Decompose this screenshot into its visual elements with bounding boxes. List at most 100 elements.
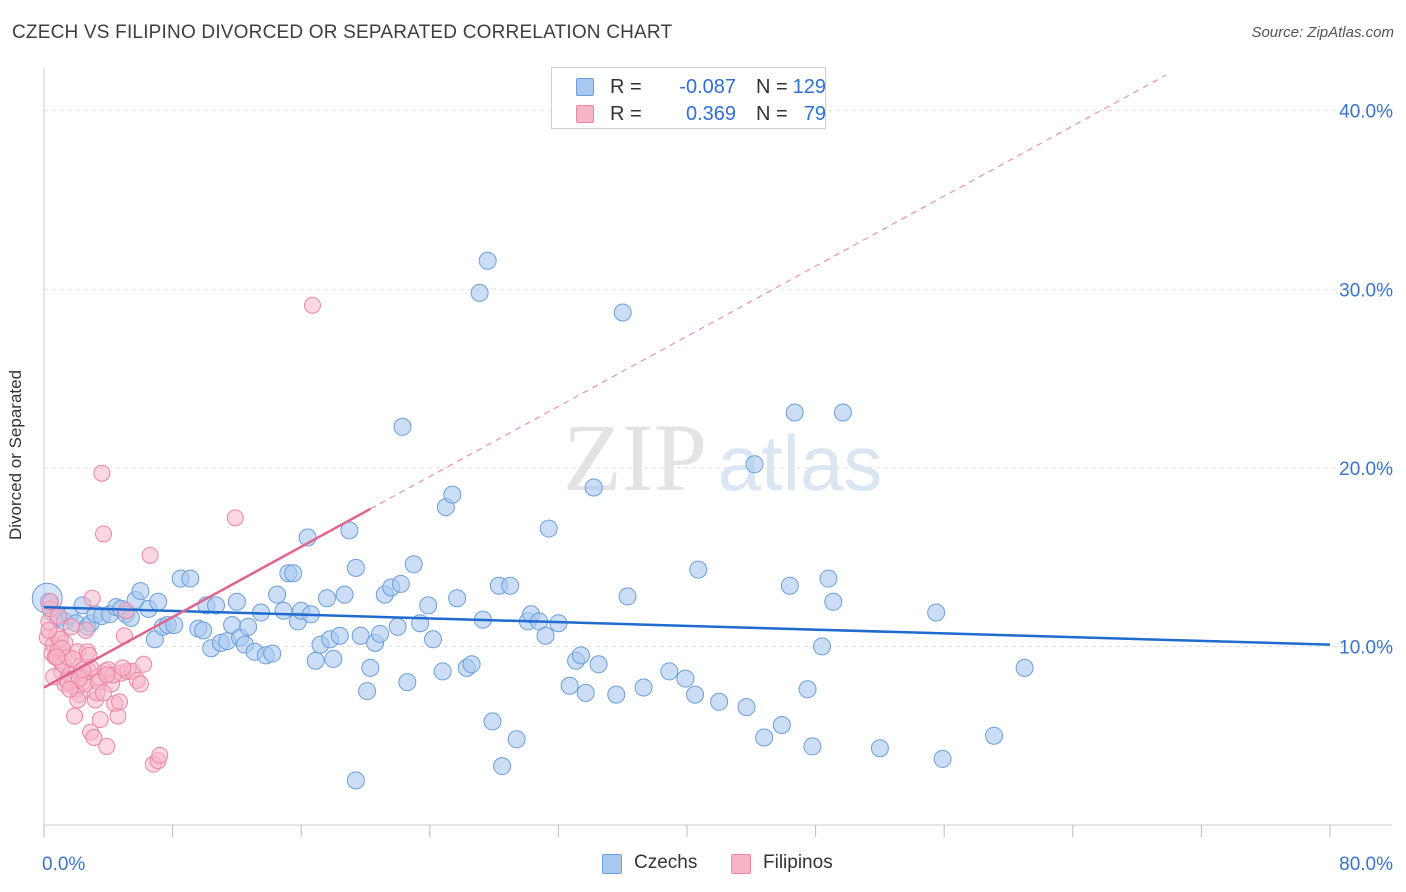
watermark-zip: ZIP: [563, 404, 707, 511]
filipino-point: [40, 621, 58, 639]
czech-point: [833, 403, 852, 422]
legend-r-label: R =: [610, 76, 642, 98]
czech-point: [263, 644, 282, 663]
czech-point: [358, 682, 377, 701]
y-tick-label: 40.0%: [1339, 102, 1393, 123]
y-tick-label: 10.0%: [1339, 637, 1393, 658]
chart-title: CZECH VS FILIPINO DIVORCED OR SEPARATED …: [12, 22, 673, 43]
czech-point: [803, 737, 822, 756]
czech-point: [388, 617, 407, 636]
czech-point: [284, 564, 303, 583]
filipino-point: [131, 675, 149, 693]
czech-point: [870, 739, 889, 758]
czech-point: [710, 692, 729, 711]
czech-point: [745, 455, 764, 474]
filipino-point: [94, 684, 112, 702]
filipino-point: [141, 546, 159, 564]
czech-point: [689, 560, 708, 579]
czech-point: [207, 596, 226, 615]
filipino-point: [303, 296, 321, 314]
czech-point: [536, 626, 555, 645]
czech-point: [239, 617, 258, 636]
czech-point: [370, 624, 389, 643]
filipino-point: [226, 509, 244, 527]
czech-point: [576, 683, 595, 702]
legend-n-value: 79: [803, 103, 826, 125]
legend-r-value: -0.087: [679, 76, 736, 98]
czech-point: [274, 601, 293, 620]
czech-point: [340, 521, 359, 540]
x-tick-label: 0.0%: [42, 854, 85, 875]
czech-swatch: [576, 78, 594, 96]
czech-point: [824, 592, 843, 611]
czech-point: [571, 646, 590, 665]
filipino-point: [49, 607, 67, 625]
axes: [43, 68, 1392, 837]
czech-point: [785, 403, 804, 422]
czech-points: [31, 251, 1034, 790]
czech-point: [819, 569, 838, 588]
czech-point: [607, 685, 626, 704]
czech-point: [393, 417, 412, 436]
czech-point: [737, 698, 756, 717]
czech-point: [391, 574, 410, 593]
czech-point: [483, 712, 502, 731]
czech-point: [361, 658, 380, 677]
czech-point: [634, 678, 653, 697]
czech-point: [470, 283, 489, 302]
filipino-point: [61, 680, 79, 698]
filipino-point: [98, 737, 116, 755]
czech-point: [478, 251, 497, 270]
filipino-trend-line: [43, 507, 371, 689]
filipino-point: [41, 593, 59, 611]
czech-point: [933, 749, 952, 768]
filipino-legend-swatch: [731, 854, 751, 874]
czech-point: [317, 589, 336, 608]
filipino-point: [94, 525, 112, 543]
filipino-swatch: [576, 105, 594, 123]
filipino-trend-extension: [370, 74, 1167, 510]
czech-point: [424, 630, 443, 649]
czech-point: [813, 637, 832, 656]
filipino-point: [111, 693, 129, 711]
tick-labels: 10.0% 20.0% 30.0% 40.0% 0.0% 80.0%: [42, 102, 1393, 875]
filipino-point: [151, 746, 169, 764]
czech-point: [772, 716, 791, 734]
filipino-point: [135, 655, 153, 673]
filipino-points: [38, 296, 321, 773]
filipino-point: [109, 707, 127, 725]
czech-point: [613, 303, 632, 322]
czech-point: [227, 592, 246, 611]
czech-point: [584, 478, 603, 497]
legend-r-value: 0.369: [685, 103, 736, 125]
watermark-atlas: atlas: [718, 419, 883, 507]
watermark: ZIP atlas: [563, 404, 882, 511]
czech-point: [330, 626, 349, 645]
czech-point: [131, 582, 150, 601]
czech-point: [1015, 658, 1034, 677]
czech-point: [351, 626, 370, 645]
filipino-point: [62, 618, 80, 636]
czech-point: [493, 757, 512, 776]
trend-lines: [43, 74, 1331, 689]
filipino-point: [48, 648, 66, 666]
filipino-point: [66, 707, 84, 725]
czech-point: [501, 576, 520, 595]
czech-point: [676, 669, 695, 688]
czech-point: [149, 592, 168, 611]
filipino-point: [93, 464, 111, 482]
czech-point: [589, 655, 608, 674]
legend-r-label: R =: [610, 103, 642, 125]
czech-trend-line: [43, 605, 1331, 646]
czech-point: [181, 569, 200, 588]
czech-point: [346, 771, 365, 790]
filipino-point: [77, 621, 95, 639]
czech-point: [443, 485, 462, 504]
filipino-legend-label: Filipinos: [763, 852, 833, 873]
correlation-legend: R = -0.087 N = 129 R = 0.369 N = 79: [551, 67, 826, 129]
gridlines: [44, 110, 1392, 647]
legend-n-value: 129: [792, 76, 826, 98]
czech-legend-swatch: [602, 854, 622, 874]
czech-point: [755, 728, 774, 747]
x-tick-label: 80.0%: [1339, 854, 1393, 875]
